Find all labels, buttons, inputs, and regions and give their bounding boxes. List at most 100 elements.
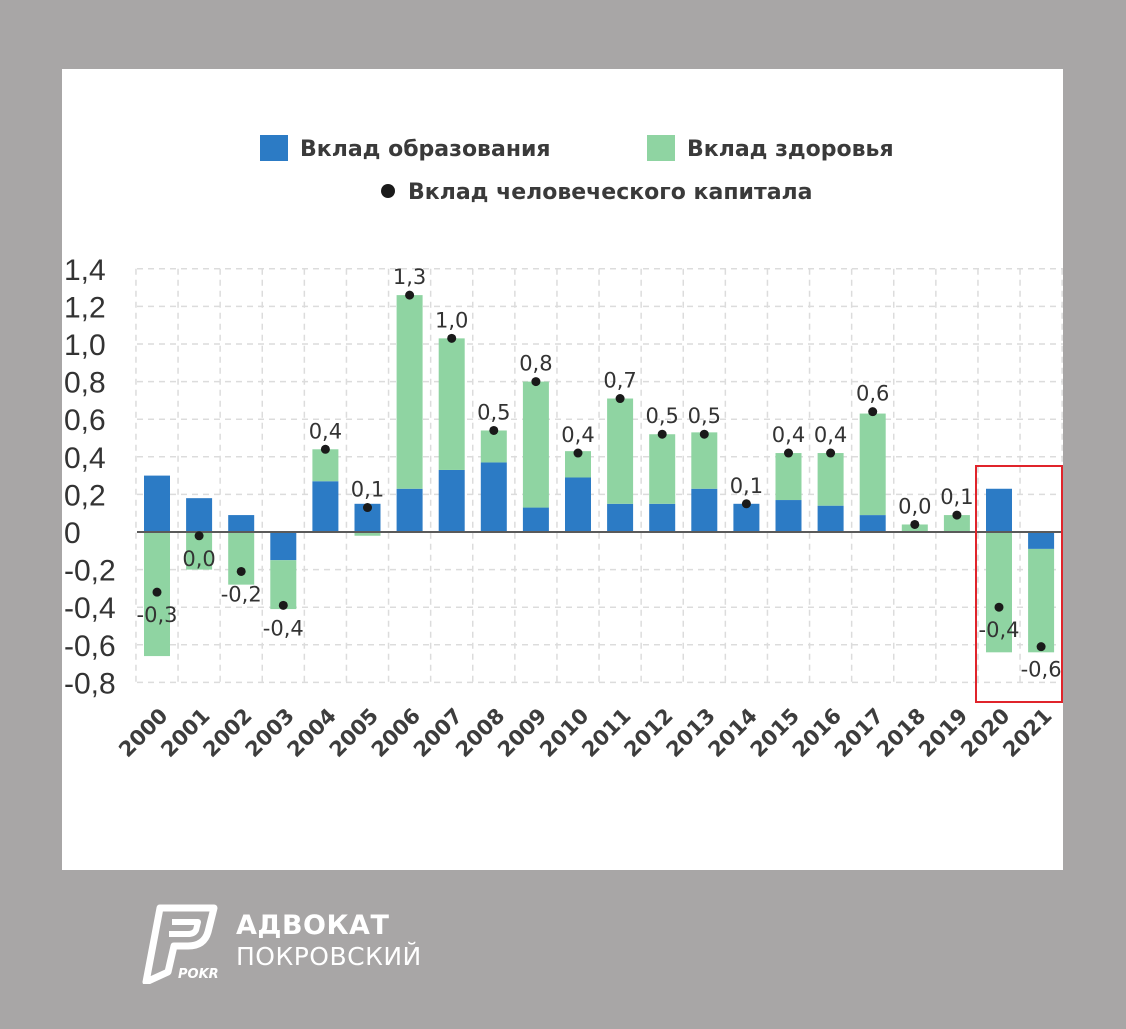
- dot-human-capital-2009: [531, 377, 541, 387]
- data-label-2010: 0,4: [561, 423, 594, 447]
- bar-education-2002: [228, 515, 255, 532]
- data-label-2008: 0,5: [477, 400, 510, 424]
- y-tick-label: 1,2: [64, 291, 106, 324]
- data-label-2017: 0,6: [856, 382, 889, 406]
- data-label-2012: 0,5: [645, 404, 678, 428]
- bar-education-2021: [1028, 532, 1055, 549]
- brand-logo-text: POKR: [178, 967, 219, 982]
- bar-education-2008: [480, 462, 507, 532]
- y-tick-label: 1,4: [64, 254, 106, 287]
- dot-human-capital-2006: [405, 290, 415, 300]
- bar-education-2000: [144, 475, 170, 532]
- data-label-2019: 0,1: [940, 485, 973, 509]
- y-tick-label: 0,6: [64, 404, 106, 437]
- data-label-2018: 0,0: [898, 494, 931, 518]
- yticks-layer: 1,4 1,2 1,0 0,8 0,6 0,4 0,2 0 -0,2 -0,4 -0,6 -0,8: [64, 254, 116, 701]
- xticks-layer: 2000200120022003200420052006200720082009…: [114, 704, 1056, 762]
- data-label-2016: 0,4: [814, 423, 847, 447]
- y-tick-label: 0,8: [64, 367, 106, 400]
- dot-human-capital-2003: [278, 600, 288, 610]
- data-label-2007: 1,0: [435, 308, 468, 332]
- labels-layer: -0,30,0-0,2-0,40,40,11,31,00,50,80,40,70…: [137, 265, 1062, 682]
- data-label-2020: -0,4: [979, 618, 1020, 642]
- dot-human-capital-2005: [363, 503, 372, 513]
- bar-education-2009: [522, 507, 549, 532]
- dot-human-capital-2008: [489, 425, 499, 435]
- bar-health-2013: [691, 432, 718, 489]
- bar-education-2012: [649, 503, 676, 532]
- legend: Вклад образования Вклад здоровья Вклад ч…: [260, 135, 894, 205]
- bars-layer: [144, 295, 1055, 657]
- data-label-2014: 0,1: [730, 474, 763, 498]
- bar-health-2015: [775, 453, 802, 501]
- bar-health-2012: [649, 434, 676, 504]
- highlight-box-2020-2021: [975, 465, 1063, 703]
- data-label-2002: -0,2: [221, 582, 262, 606]
- x-tick-label-2021: 2021: [998, 704, 1056, 762]
- bar-education-2017: [859, 515, 886, 532]
- dot-human-capital-2000: [152, 587, 162, 597]
- bar-health-2016: [817, 453, 844, 506]
- data-label-2011: 0,7: [603, 369, 636, 393]
- bar-education-2014: [733, 503, 760, 532]
- dots-layer: [152, 290, 1046, 652]
- brand: POKR АДВОКАТ ПОКРОВСКИЙ: [138, 902, 458, 988]
- bar-education-2004: [312, 481, 339, 532]
- bar-health-2021: [1028, 548, 1055, 653]
- dot-human-capital-2013: [699, 429, 709, 439]
- dot-human-capital-2002: [236, 566, 246, 576]
- bar-health-2011: [607, 398, 634, 504]
- legend-label-human-capital: Вклад человеческого капитала: [408, 180, 813, 205]
- bar-education-2020: [986, 488, 1012, 532]
- bar-health-2002: [228, 532, 255, 585]
- dot-human-capital-2017: [868, 407, 878, 417]
- bar-education-2003: [270, 532, 297, 561]
- y-tick-label: -0,6: [64, 630, 116, 663]
- dot-human-capital-2007: [447, 333, 457, 343]
- y-tick-label: -0,8: [64, 667, 116, 700]
- brand-name-line1: АДВОКАТ: [236, 910, 390, 941]
- y-tick-label: 1,0: [64, 329, 106, 362]
- bar-health-2008: [480, 430, 507, 463]
- dot-human-capital-2004: [320, 444, 330, 454]
- y-tick-label: -0,4: [64, 592, 116, 625]
- y-tick-label: -0,2: [64, 555, 116, 588]
- dot-human-capital-2011: [615, 394, 625, 404]
- data-label-2003: -0,4: [263, 616, 304, 640]
- y-tick-label: 0,2: [64, 479, 106, 512]
- bar-health-2019: [943, 515, 970, 532]
- grid-layer: [135, 268, 1063, 684]
- y-tick-label: 0,4: [64, 442, 106, 475]
- legend-swatch-education: [260, 135, 288, 161]
- dot-human-capital-2016: [826, 448, 836, 458]
- dot-human-capital-2001: [194, 531, 204, 541]
- data-label-2005: 0,1: [351, 478, 384, 502]
- dot-human-capital-2012: [657, 429, 667, 439]
- bar-education-2010: [565, 477, 591, 532]
- dot-human-capital-2014: [741, 499, 751, 509]
- data-label-2004: 0,4: [309, 419, 342, 443]
- dot-human-capital-2018: [910, 519, 920, 529]
- bar-health-2005: [354, 532, 381, 536]
- brand-name-line2: ПОКРОВСКИЙ: [236, 942, 422, 971]
- chart-panel: -0,3 0,0 -0,2 -0,4 0,4 0,1 1,3 1,0 0,5 0,8 0,4 0,7 0…: [62, 69, 1063, 870]
- bar-health-2020: [986, 532, 1012, 653]
- bar-health-2017: [859, 413, 886, 516]
- bar-education-2011: [607, 503, 634, 532]
- dot-human-capital-2010: [573, 448, 583, 458]
- bar-education-2015: [775, 500, 802, 532]
- bar-education-2013: [691, 488, 718, 532]
- bar-health-2009: [522, 381, 549, 508]
- bar-education-2006: [396, 488, 423, 532]
- dot-human-capital-2015: [784, 448, 793, 458]
- data-label-2021: -0,6: [1021, 658, 1062, 682]
- brand-logo-icon: POKR: [142, 904, 219, 984]
- bar-education-2007: [438, 469, 465, 532]
- legend-label-health: Вклад здоровья: [687, 137, 894, 162]
- dot-human-capital-2019: [952, 510, 962, 520]
- data-label-2015: 0,4: [772, 423, 805, 447]
- bar-health-2004: [312, 449, 339, 482]
- data-label-2000: -0,3: [137, 603, 178, 627]
- chart-svg: -0,30,0-0,2-0,40,40,11,31,00,50,80,40,70…: [64, 135, 1063, 762]
- data-label-2013: 0,5: [688, 404, 721, 428]
